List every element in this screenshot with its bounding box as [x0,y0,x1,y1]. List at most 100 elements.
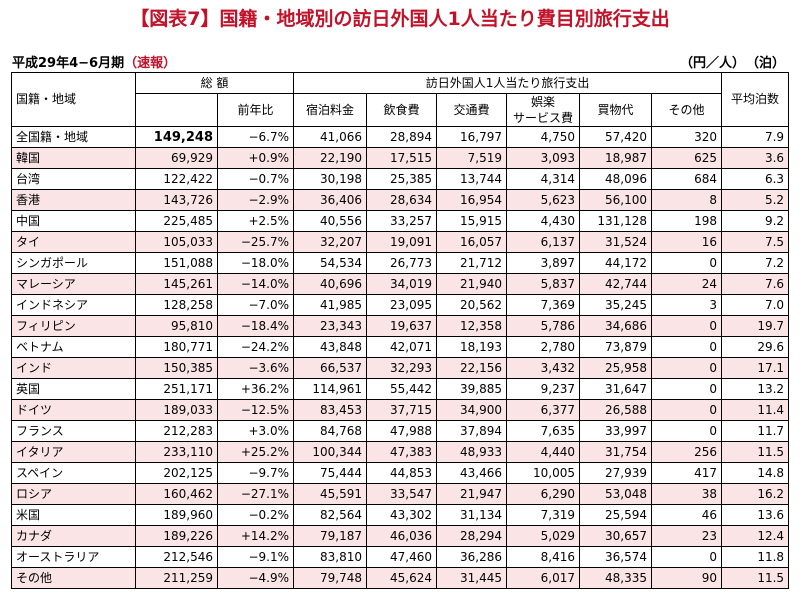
shopping-cell: 18,987 [579,147,653,169]
nights-cell: 7.6 [721,273,790,295]
table-row: ロシア 160,462 −27.1% 45,591 33,547 21,947 6,290 5… [11,483,790,505]
total-cell: 189,033 [135,399,218,421]
table-row: スペイン 202,125 −9.7% 75,444 44,853 43,466 10,005… [11,462,790,484]
country-cell: 台湾 [11,168,136,190]
country-cell: シンガポール [11,252,136,274]
food-cell: 32,293 [366,357,438,379]
yoy-cell: −4.9% [216,567,295,589]
yoy-cell: −18.4% [216,315,295,337]
entertainment-cell: 5,029 [506,525,581,547]
yoy-cell: −9.1% [216,546,295,568]
transport-cell: 21,947 [436,483,508,505]
entertainment-cell: 4,750 [506,126,581,148]
food-cell: 43,302 [366,504,438,526]
total-cell: 189,960 [135,504,218,526]
table-row: シンガポール 151,088 −18.0% 54,534 26,773 21,712 3,8… [11,252,790,274]
header-group: 訪日外国人1人当たり旅行支出 [293,72,723,94]
header-lodging: 宿泊料金 [293,93,368,127]
lodging-cell: 40,556 [293,210,368,232]
transport-cell: 21,712 [436,252,508,274]
total-cell: 105,033 [135,231,218,253]
shopping-cell: 57,420 [579,126,653,148]
lodging-cell: 22,190 [293,147,368,169]
food-cell: 37,715 [366,399,438,421]
nights-cell: 5.2 [721,189,790,211]
entertainment-cell: 3,432 [506,357,581,379]
table-row: インドネシア 128,258 −7.0% 41,985 23,095 20,562 7,36… [11,294,790,316]
transport-cell: 16,797 [436,126,508,148]
transport-cell: 12,358 [436,315,508,337]
food-cell: 46,036 [366,525,438,547]
lodging-cell: 45,591 [293,483,368,505]
entertainment-cell: 6,137 [506,231,581,253]
shopping-cell: 26,588 [579,399,653,421]
entertainment-cell: 3,897 [506,252,581,274]
country-cell: ドイツ [11,399,136,421]
lodging-cell: 30,198 [293,168,368,190]
entertainment-cell: 3,093 [506,147,581,169]
total-cell: 150,385 [135,357,218,379]
transport-cell: 7,519 [436,147,508,169]
shopping-cell: 56,100 [579,189,653,211]
food-cell: 19,637 [366,315,438,337]
country-cell: 米国 [11,504,136,526]
shopping-cell: 48,335 [579,567,653,589]
table-row: 米国 189,960 −0.2% 82,564 43,302 31,134 7,319 25,… [11,504,790,526]
header-country: 国籍・地域 [11,72,136,127]
entertainment-cell: 9,237 [506,378,581,400]
entertainment-cell: 8,416 [506,546,581,568]
transport-cell: 36,286 [436,546,508,568]
lodging-cell: 100,344 [293,441,368,463]
shopping-cell: 35,245 [579,294,653,316]
transport-cell: 34,900 [436,399,508,421]
total-cell: 212,546 [135,546,218,568]
country-cell: 全国籍・地域 [11,126,136,148]
other-cell: 0 [651,252,723,274]
yoy-cell: −0.7% [216,168,295,190]
lodging-cell: 83,453 [293,399,368,421]
table-row: フィリピン 95,810 −18.4% 23,343 19,637 12,358 5,786… [11,315,790,337]
lodging-cell: 79,187 [293,525,368,547]
entertainment-cell: 5,837 [506,273,581,295]
header-entertainment-l1: 娯楽 [531,95,556,109]
entertainment-cell: 7,319 [506,504,581,526]
lodging-cell: 43,848 [293,336,368,358]
shopping-cell: 73,879 [579,336,653,358]
shopping-cell: 25,958 [579,357,653,379]
yoy-cell: +2.5% [216,210,295,232]
transport-cell: 16,954 [436,189,508,211]
entertainment-cell: 6,017 [506,567,581,589]
other-cell: 417 [651,462,723,484]
country-cell: イタリア [11,441,136,463]
total-cell: 122,422 [135,168,218,190]
lodging-cell: 114,961 [293,378,368,400]
other-cell: 24 [651,273,723,295]
transport-cell: 28,294 [436,525,508,547]
country-cell: ベトナム [11,336,136,358]
food-cell: 47,383 [366,441,438,463]
lodging-cell: 40,696 [293,273,368,295]
food-cell: 28,894 [366,126,438,148]
other-cell: 0 [651,546,723,568]
page-title: 【図表7】国籍・地域別の訪日外国人1人当たり費目別旅行支出 [130,8,670,30]
food-cell: 19,091 [366,231,438,253]
transport-cell: 13,744 [436,168,508,190]
transport-cell: 39,885 [436,378,508,400]
food-cell: 47,988 [366,420,438,442]
shopping-cell: 42,744 [579,273,653,295]
total-cell: 143,726 [135,189,218,211]
other-cell: 3 [651,294,723,316]
header-entertainment: 娯楽 サービス費 [506,93,581,127]
other-cell: 320 [651,126,723,148]
yoy-cell: −2.9% [216,189,295,211]
total-cell: 233,110 [135,441,218,463]
lodging-cell: 83,810 [293,546,368,568]
nights-cell: 7.5 [721,231,790,253]
entertainment-cell: 5,786 [506,315,581,337]
shopping-cell: 31,524 [579,231,653,253]
nights-cell: 7.0 [721,294,790,316]
nights-cell: 11.5 [721,441,790,463]
total-cell: 189,226 [135,525,218,547]
unit-nights-label: （泊） [746,56,786,71]
nights-cell: 12.4 [721,525,790,547]
